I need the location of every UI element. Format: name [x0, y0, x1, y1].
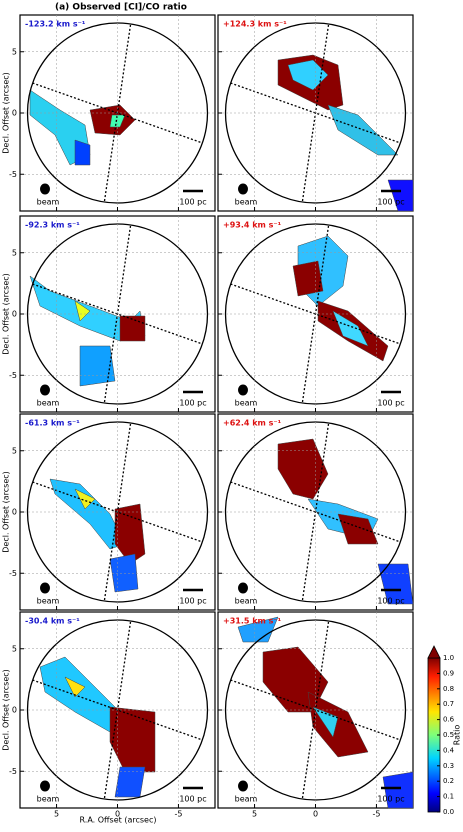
- emission-region: [307, 691, 369, 758]
- beam-label: beam: [37, 597, 60, 606]
- y-tick-label: 0: [12, 706, 17, 715]
- emission-region: [74, 488, 96, 510]
- emission-region: [382, 771, 414, 809]
- beam: [238, 582, 248, 594]
- x-axis-label: R.A. Offset (arcsec): [80, 816, 157, 825]
- beam-label: beam: [235, 795, 258, 804]
- scale-bar-label: 100 pc: [377, 597, 404, 606]
- colorbar-tick-label: 0.0: [443, 808, 454, 816]
- y-tick-label: -5: [9, 371, 17, 380]
- y-axis-label: Decl. Offset (arcsec): [2, 471, 11, 553]
- emission-region: [74, 139, 91, 166]
- colorbar-tick-label: 0.6: [443, 716, 455, 724]
- velocity-label: -123.2 km s⁻¹: [25, 20, 86, 29]
- velocity-label: -92.3 km s⁻¹: [25, 221, 80, 230]
- emission-region: [287, 59, 329, 91]
- y-tick-label: 5: [12, 446, 17, 455]
- y-tick-label: 5: [12, 248, 17, 257]
- colorbar-label: Ratio: [453, 725, 462, 746]
- beam: [238, 183, 248, 195]
- velocity-label: -61.3 km s⁻¹: [25, 419, 80, 428]
- y-tick-label: 0: [12, 310, 17, 319]
- y-axis-label: Decl. Offset (arcsec): [2, 669, 11, 751]
- velocity-label: +93.4 km s⁻¹: [223, 221, 282, 230]
- velocity-label: -30.4 km s⁻¹: [25, 617, 80, 626]
- beam: [40, 582, 50, 594]
- scale-bar-label: 100 pc: [179, 198, 206, 207]
- x-tick-label: 0: [313, 810, 318, 819]
- colorbar-tick-label: 0.1: [443, 793, 454, 801]
- beam-label: beam: [37, 198, 60, 207]
- colorbar-tick-label: 0.5: [443, 731, 454, 739]
- emission-region: [237, 616, 279, 643]
- figure-title: (a) Observed [CI]/CO ratio: [55, 3, 187, 13]
- y-tick-label: 5: [12, 644, 17, 653]
- x-tick-label: -5: [174, 810, 182, 819]
- x-tick-label: 5: [252, 810, 257, 819]
- y-tick-label: -5: [9, 767, 17, 776]
- velocity-label: +31.5 km s⁻¹: [223, 617, 282, 626]
- emission-region: [64, 676, 86, 698]
- beam: [238, 384, 248, 396]
- y-tick-label: 0: [12, 508, 17, 517]
- y-tick-label: -5: [9, 569, 17, 578]
- emission-region: [119, 315, 146, 342]
- x-tick-label: 0: [115, 810, 120, 819]
- scale-bar-label: 100 pc: [179, 399, 206, 408]
- beam-label: beam: [37, 795, 60, 804]
- y-axis-label: Decl. Offset (arcsec): [2, 72, 11, 154]
- colorbar-tick-label: 1.0: [443, 654, 454, 662]
- beam-label: beam: [37, 399, 60, 408]
- beam-label: beam: [235, 597, 258, 606]
- emission-region: [387, 179, 414, 212]
- scale-bar-label: 100 pc: [377, 795, 404, 804]
- scale-bar-label: 100 pc: [377, 198, 404, 207]
- velocity-label: +62.4 km s⁻¹: [223, 419, 282, 428]
- scale-bar-label: 100 pc: [179, 795, 206, 804]
- y-tick-label: 5: [12, 47, 17, 56]
- colorbar-tick-label: 0.9: [443, 669, 454, 677]
- emission-region: [74, 300, 91, 322]
- emission-region: [332, 310, 369, 347]
- y-tick-label: -5: [9, 170, 17, 179]
- colorbar-extend: [427, 645, 441, 659]
- beam: [40, 183, 50, 195]
- colorbar-tick-label: 0.3: [443, 762, 454, 770]
- beam: [238, 780, 248, 792]
- x-tick-label: -5: [372, 810, 380, 819]
- colorbar-tick-label: 0.7: [443, 700, 454, 708]
- colorbar-tick-label: 0.8: [443, 685, 454, 693]
- y-axis-label: Decl. Offset (arcsec): [2, 273, 11, 355]
- beam-label: beam: [235, 399, 258, 408]
- beam: [40, 780, 50, 792]
- emission-region: [79, 345, 116, 387]
- y-tick-label: 0: [12, 109, 17, 118]
- colorbar-tick-label: 0.2: [443, 777, 454, 785]
- beam: [40, 384, 50, 396]
- emission-region: [114, 503, 146, 565]
- x-tick-label: 5: [54, 810, 59, 819]
- scale-bar-label: 100 pc: [179, 597, 206, 606]
- emission-region: [337, 513, 379, 545]
- velocity-label: +124.3 km s⁻¹: [223, 20, 287, 29]
- colorbar-tick-label: 0.4: [443, 746, 455, 754]
- emission-region: [312, 706, 339, 738]
- beam-label: beam: [235, 198, 258, 207]
- scale-bar-label: 100 pc: [377, 399, 404, 408]
